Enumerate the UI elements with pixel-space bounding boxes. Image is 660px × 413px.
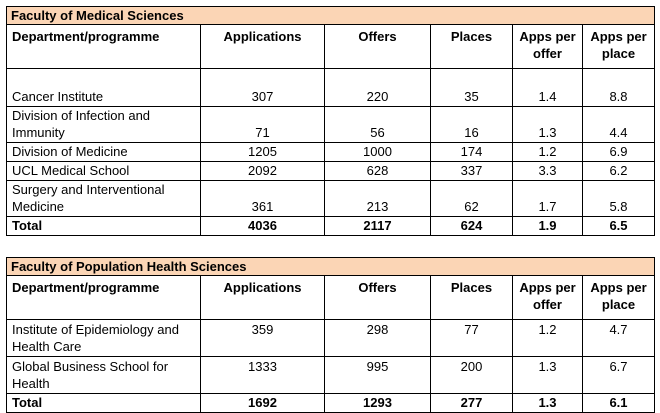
apps-per-place-cell: 8.8 bbox=[582, 68, 655, 107]
department-name: Cancer Institute bbox=[6, 68, 201, 107]
department-name: Surgery and Interventional Medicine bbox=[6, 180, 201, 217]
offers-cell: 220 bbox=[324, 68, 431, 107]
offers-cell: 995 bbox=[324, 356, 431, 394]
header-apps-per-place: Apps per place bbox=[582, 24, 655, 69]
table-row: Institute of Epidemiology and Health Car… bbox=[6, 319, 655, 357]
table-row: UCL Medical School 2092 628 337 3.3 6.2 bbox=[6, 161, 655, 181]
header-offers: Offers bbox=[324, 275, 431, 320]
table-row: Surgery and Interventional Medicine 361 … bbox=[6, 180, 655, 217]
places-cell: 16 bbox=[430, 106, 513, 143]
apps-per-place-cell: 6.7 bbox=[582, 356, 655, 394]
faculty-header-row: Faculty of Medical Sciences bbox=[6, 6, 655, 25]
table-row: Cancer Institute 307 220 35 1.4 8.8 bbox=[6, 68, 655, 107]
column-header-row: Department/programme Applications Offers… bbox=[6, 275, 655, 320]
places-cell: 337 bbox=[430, 161, 513, 181]
places-cell: 77 bbox=[430, 319, 513, 357]
total-apps-per-offer: 1.9 bbox=[512, 216, 583, 236]
apps-per-offer-cell: 1.3 bbox=[512, 106, 583, 143]
total-row: Total 1692 1293 277 1.3 6.1 bbox=[6, 393, 655, 413]
table-row: Global Business School for Health 1333 9… bbox=[6, 356, 655, 394]
total-row: Total 4036 2117 624 1.9 6.5 bbox=[6, 216, 655, 236]
apps-per-offer-cell: 1.4 bbox=[512, 68, 583, 107]
total-apps-per-place: 6.1 bbox=[582, 393, 655, 413]
header-places: Places bbox=[430, 275, 513, 320]
apps-per-offer-cell: 1.2 bbox=[512, 319, 583, 357]
places-cell: 35 bbox=[430, 68, 513, 107]
department-name: Division of Medicine bbox=[6, 142, 201, 162]
places-cell: 62 bbox=[430, 180, 513, 217]
total-places: 624 bbox=[430, 216, 513, 236]
faculty-title: Faculty of Medical Sciences bbox=[6, 6, 655, 25]
table-row: Division of Infection and Immunity 71 56… bbox=[6, 106, 655, 143]
header-apps-per-offer: Apps per offer bbox=[512, 275, 583, 320]
header-apps-per-place: Apps per place bbox=[582, 275, 655, 320]
applications-cell: 1205 bbox=[200, 142, 325, 162]
offers-cell: 56 bbox=[324, 106, 431, 143]
header-applications: Applications bbox=[200, 24, 325, 69]
total-places: 277 bbox=[430, 393, 513, 413]
faculty-header-row: Faculty of Population Health Sciences bbox=[6, 257, 655, 276]
offers-cell: 213 bbox=[324, 180, 431, 217]
applications-cell: 71 bbox=[200, 106, 325, 143]
apps-per-offer-cell: 1.7 bbox=[512, 180, 583, 217]
apps-per-place-cell: 4.4 bbox=[582, 106, 655, 143]
department-name: Division of Infection and Immunity bbox=[6, 106, 201, 143]
medical-sciences-table: Faculty of Medical Sciences Department/p… bbox=[6, 6, 655, 236]
header-department: Department/programme bbox=[6, 275, 201, 320]
apps-per-place-cell: 5.8 bbox=[582, 180, 655, 217]
total-label: Total bbox=[6, 216, 201, 236]
table-row: Division of Medicine 1205 1000 174 1.2 6… bbox=[6, 142, 655, 162]
column-header-row: Department/programme Applications Offers… bbox=[6, 24, 655, 69]
apps-per-offer-cell: 3.3 bbox=[512, 161, 583, 181]
apps-per-place-cell: 4.7 bbox=[582, 319, 655, 357]
total-apps-per-offer: 1.3 bbox=[512, 393, 583, 413]
offers-cell: 1000 bbox=[324, 142, 431, 162]
faculty-title: Faculty of Population Health Sciences bbox=[6, 257, 655, 276]
offers-cell: 628 bbox=[324, 161, 431, 181]
applications-cell: 361 bbox=[200, 180, 325, 217]
places-cell: 200 bbox=[430, 356, 513, 394]
total-applications: 1692 bbox=[200, 393, 325, 413]
applications-cell: 307 bbox=[200, 68, 325, 107]
total-applications: 4036 bbox=[200, 216, 325, 236]
total-offers: 1293 bbox=[324, 393, 431, 413]
apps-per-offer-cell: 1.3 bbox=[512, 356, 583, 394]
header-apps-per-offer: Apps per offer bbox=[512, 24, 583, 69]
applications-cell: 1333 bbox=[200, 356, 325, 394]
department-name: UCL Medical School bbox=[6, 161, 201, 181]
places-cell: 174 bbox=[430, 142, 513, 162]
total-offers: 2117 bbox=[324, 216, 431, 236]
header-department: Department/programme bbox=[6, 24, 201, 69]
header-offers: Offers bbox=[324, 24, 431, 69]
department-name: Global Business School for Health bbox=[6, 356, 201, 394]
total-label: Total bbox=[6, 393, 201, 413]
population-health-table: Faculty of Population Health Sciences De… bbox=[6, 257, 655, 413]
applications-cell: 2092 bbox=[200, 161, 325, 181]
applications-cell: 359 bbox=[200, 319, 325, 357]
apps-per-offer-cell: 1.2 bbox=[512, 142, 583, 162]
apps-per-place-cell: 6.9 bbox=[582, 142, 655, 162]
department-name: Institute of Epidemiology and Health Car… bbox=[6, 319, 201, 357]
total-apps-per-place: 6.5 bbox=[582, 216, 655, 236]
apps-per-place-cell: 6.2 bbox=[582, 161, 655, 181]
offers-cell: 298 bbox=[324, 319, 431, 357]
header-places: Places bbox=[430, 24, 513, 69]
header-applications: Applications bbox=[200, 275, 325, 320]
